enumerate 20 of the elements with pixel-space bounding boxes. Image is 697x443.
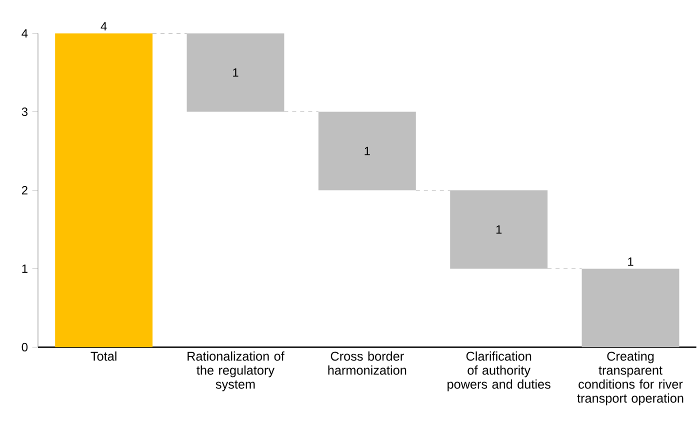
data-label: 1 [496, 225, 502, 234]
x-tick-label: Total [90, 351, 116, 361]
y-tick-label: 4 [22, 29, 28, 38]
data-label: 1 [364, 146, 370, 156]
x-tick-label: Rationalization of the regulatory system [188, 351, 284, 392]
bar [582, 268, 680, 348]
bar [186, 33, 284, 112]
data-label: 4 [100, 22, 107, 30]
x-tick-label: Clarification of authority powers and duties [448, 351, 550, 392]
bar [55, 33, 153, 348]
y-tick-label: 0 [22, 342, 28, 352]
bar [318, 112, 416, 190]
y-tick-label: 2 [22, 186, 28, 194]
bar [450, 190, 548, 269]
data-label: 1 [233, 68, 238, 77]
data-label: 1 [628, 257, 634, 266]
x-tick-label: Cross border harmonization [328, 351, 406, 375]
y-tick-label: 1 [22, 264, 28, 273]
y-tick-label: 3 [22, 107, 28, 116]
x-tick-label: Creating transparent conditions for river transport operation [577, 351, 684, 406]
